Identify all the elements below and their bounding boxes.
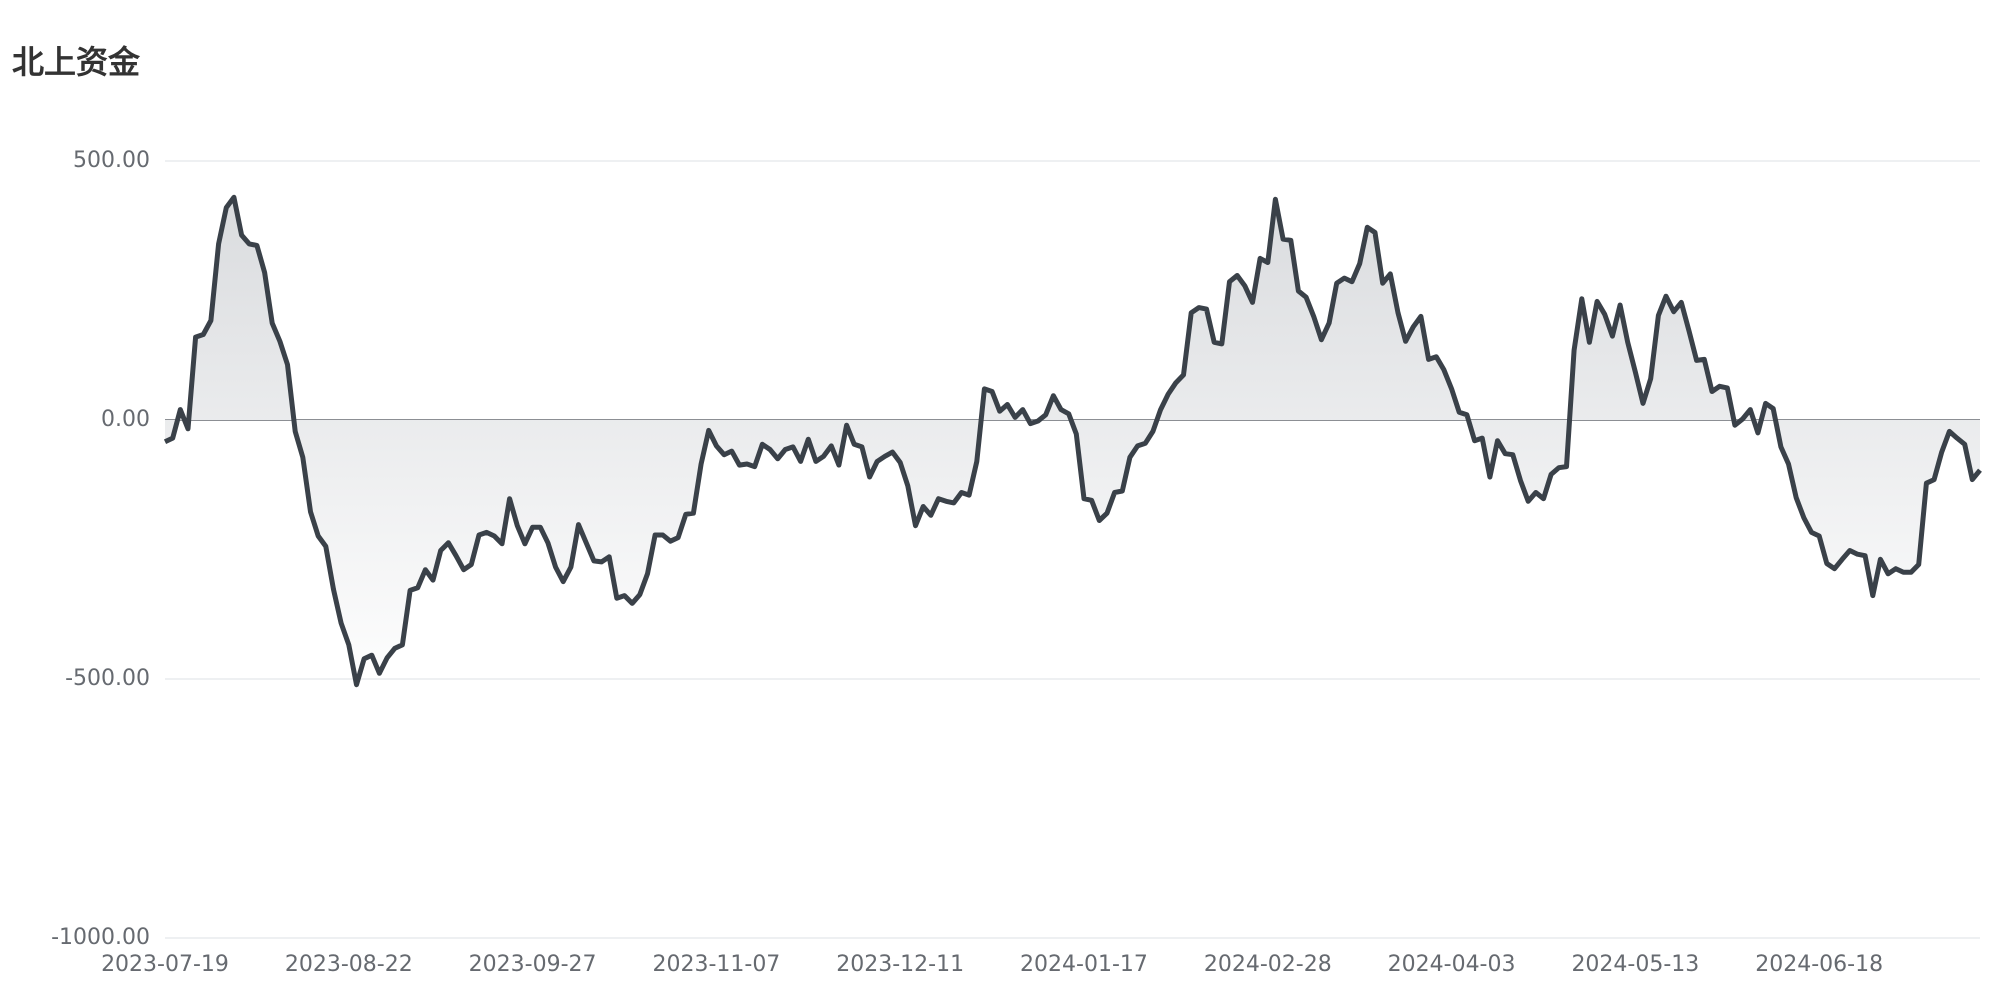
x-tick-label: 2024-05-13	[1571, 952, 1699, 977]
x-tick-label: 2024-06-18	[1755, 952, 1883, 977]
chart-title: 北上资金	[12, 43, 141, 81]
y-tick-label: -1000.00	[51, 925, 150, 950]
x-tick-label: 2023-07-19	[101, 952, 229, 977]
y-tick-label: -500.00	[65, 666, 150, 691]
x-tick-label: 2023-12-11	[836, 952, 964, 977]
y-tick-label: 0.00	[101, 407, 150, 432]
x-tick-label: 2023-09-27	[469, 952, 597, 977]
area	[165, 197, 1980, 685]
y-tick-label: 500.00	[73, 148, 150, 173]
x-tick-label: 2023-11-07	[652, 952, 780, 977]
x-tick-label: 2024-04-03	[1388, 952, 1516, 977]
x-tick-label: 2024-02-28	[1204, 952, 1332, 977]
x-tick-label: 2024-01-17	[1020, 952, 1148, 977]
line	[163, 194, 1982, 688]
x-tick-label: 2023-08-22	[285, 952, 413, 977]
